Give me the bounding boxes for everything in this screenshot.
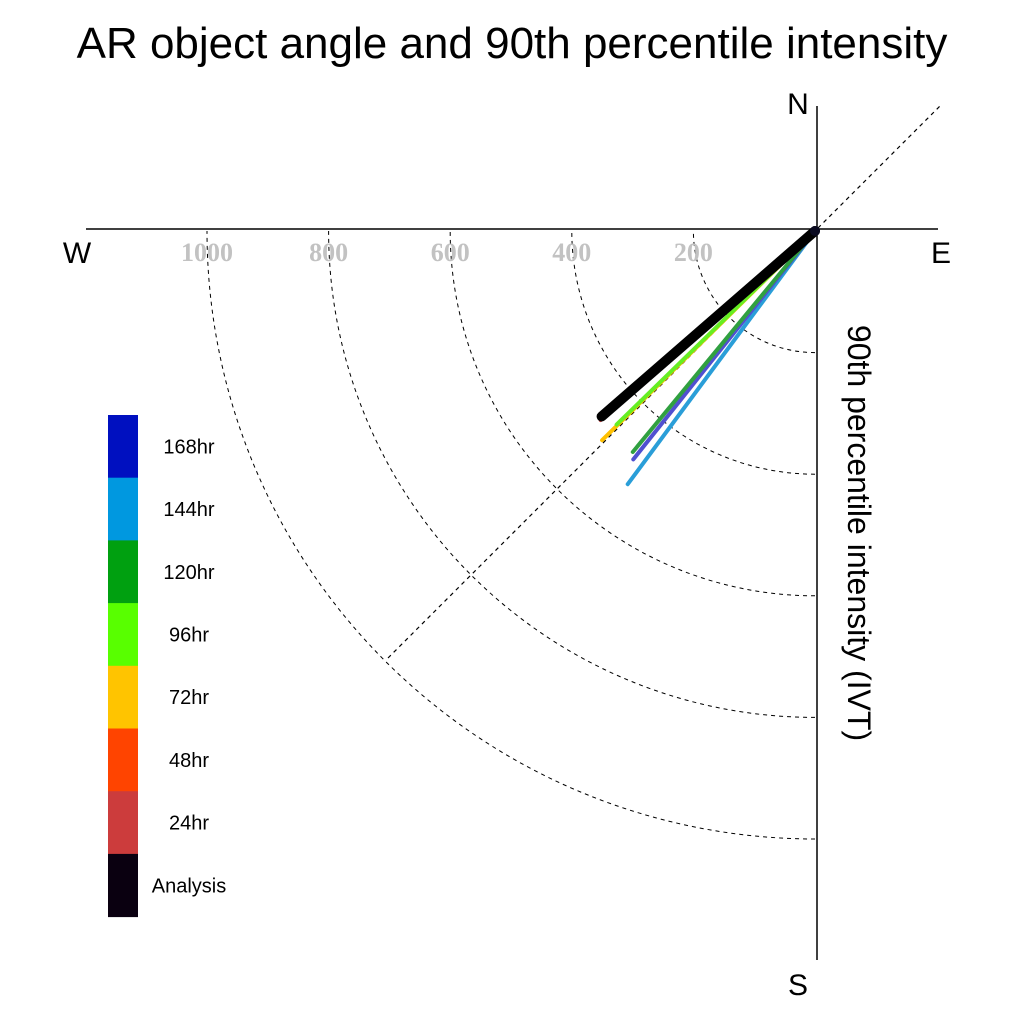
- vector-analysis: [596, 226, 820, 422]
- intensity-ring-800: [328, 230, 816, 718]
- radial-tick-labels: 200 400 600 800 1000: [181, 238, 713, 267]
- legend-swatch: [108, 603, 138, 667]
- compass-east: E: [931, 237, 951, 270]
- legend-label: 144hr: [163, 499, 214, 521]
- intensity-ring-200: [692, 230, 816, 354]
- legend-label: 96hr: [169, 625, 209, 647]
- legend-label: 48hr: [169, 750, 209, 772]
- radial-tick-label: 200: [674, 238, 713, 267]
- radial-tick-label: 600: [431, 238, 470, 267]
- intensity-rings: [206, 230, 816, 840]
- legend-swatch: [108, 791, 138, 855]
- chart-title: AR object angle and 90th percentile inte…: [77, 19, 948, 68]
- legend-swatch: [108, 665, 138, 729]
- intensity-ring-1000: [206, 230, 816, 840]
- radial-tick-label: 400: [552, 238, 591, 267]
- legend-label: 168hr: [163, 436, 214, 458]
- compass-west: W: [63, 237, 92, 270]
- legend-swatch: [108, 728, 138, 792]
- radial-tick-label: 800: [309, 238, 348, 267]
- compass-south: S: [788, 969, 808, 1002]
- origin-point: [810, 226, 820, 236]
- legend-swatch: [108, 477, 138, 541]
- legend-label: 120hr: [163, 562, 214, 584]
- legend-label: Analysis: [152, 875, 226, 897]
- diagonal-reference-line: [387, 105, 941, 659]
- radial-tick-label: 1000: [181, 238, 233, 267]
- y-axis-label: 90th percentile intensity (IVT): [841, 325, 877, 741]
- legend-swatch: [108, 540, 138, 604]
- legend-swatch: [108, 853, 138, 918]
- legend-label: 72hr: [169, 687, 209, 709]
- legend-label: 24hr: [169, 813, 209, 835]
- compass-north: N: [787, 88, 809, 121]
- vector-120hr: [630, 229, 817, 454]
- legend: 168hr 144hr 120hr 96hr 72hr 48hr 24hr Analysis: [108, 415, 226, 918]
- vector-series: [596, 226, 820, 487]
- legend-swatch: [108, 415, 138, 479]
